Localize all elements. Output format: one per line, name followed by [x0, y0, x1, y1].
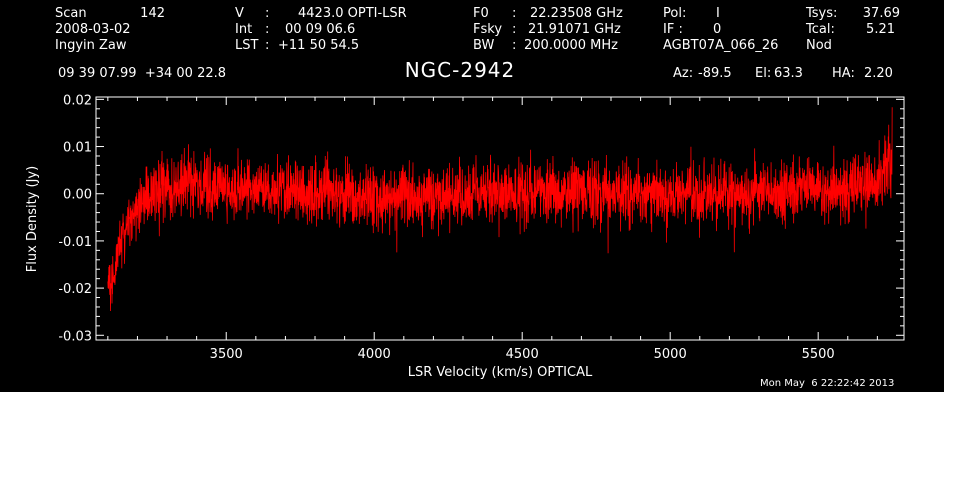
y-tick-label: 0.02 — [63, 93, 92, 108]
f0-label: F0 — [473, 6, 489, 21]
f0-sep: : — [512, 6, 517, 21]
y-tick-label: -0.02 — [58, 282, 92, 297]
el-label: El: — [755, 66, 772, 81]
lst-sep: : — [265, 38, 270, 53]
int-sep: : — [265, 22, 270, 37]
pol-value: I — [716, 6, 720, 21]
y-axis-label: Flux Density (Jy) — [25, 166, 40, 272]
plot-frame — [95, 96, 905, 341]
y-tick-label: -0.01 — [58, 235, 92, 250]
x-tick-label: 5000 — [654, 347, 687, 362]
bw-value: 200.0000 MHz — [524, 38, 618, 53]
tcal-value: 5.21 — [866, 22, 895, 37]
observer-name: Ingyin Zaw — [55, 38, 127, 53]
project-id: AGBT07A_066_26 — [663, 38, 779, 53]
el-value: 63.3 — [774, 66, 803, 81]
f0-value: 22.23508 GHz — [530, 6, 623, 21]
az-label: Az: — [673, 66, 694, 81]
lst-label: LST — [235, 38, 259, 53]
if-value: 0 — [713, 22, 722, 37]
y-tick-label: 0.01 — [63, 141, 92, 156]
pol-label: Pol: — [663, 6, 687, 21]
y-tick-label: 0.00 — [63, 188, 92, 203]
render-timestamp: Mon May 6 22:22:42 2013 — [760, 378, 895, 389]
procedure-name: Nod — [806, 38, 832, 53]
tsys-label: Tsys: — [806, 6, 838, 21]
obs-date: 2008-03-02 — [55, 22, 131, 37]
x-tick-label: 5500 — [802, 347, 835, 362]
int-value: 00 09 06.6 — [285, 22, 356, 37]
tsys-value: 37.69 — [862, 6, 900, 21]
lst-value: +11 50 54.5 — [278, 38, 360, 53]
x-axis-label: LSR Velocity (km/s) OPTICAL — [408, 365, 593, 380]
bw-label: BW — [473, 38, 495, 53]
velocity-sep: : — [265, 6, 270, 21]
source-coordinates: 09 39 07.99 +34 00 22.8 — [58, 66, 227, 81]
plot-window: Scan 142 2008-03-02 Ingyin Zaw V : 4423.… — [0, 0, 944, 392]
spectrum-chart: 3500 4000 4500 5000 5500 -0.03 -0.02 -0.01 0.00 0… — [25, 93, 905, 380]
fsky-label: Fsky — [473, 22, 503, 37]
fsky-sep: : — [512, 22, 517, 37]
int-label: Int — [235, 22, 253, 37]
velocity-value: 4423.0 OPTI-LSR — [298, 6, 407, 21]
bw-sep: : — [512, 38, 517, 53]
ha-label: HA: — [832, 66, 855, 81]
fsky-value: 21.91071 GHz — [528, 22, 621, 37]
y-tick-label: -0.03 — [58, 329, 92, 344]
x-tick-label: 4000 — [358, 347, 391, 362]
ha-value: 2.20 — [864, 66, 893, 81]
if-label: IF : — [663, 22, 683, 37]
scan-label: Scan — [55, 6, 87, 21]
az-value: -89.5 — [698, 66, 732, 81]
source-name: NGC-2942 — [404, 58, 516, 82]
x-tick-label: 4500 — [506, 347, 539, 362]
spectrum-series-line — [107, 107, 893, 312]
scan-value: 142 — [140, 6, 165, 21]
velocity-label: V — [235, 6, 244, 21]
tcal-label: Tcal: — [806, 22, 835, 37]
x-tick-label: 3500 — [210, 347, 243, 362]
